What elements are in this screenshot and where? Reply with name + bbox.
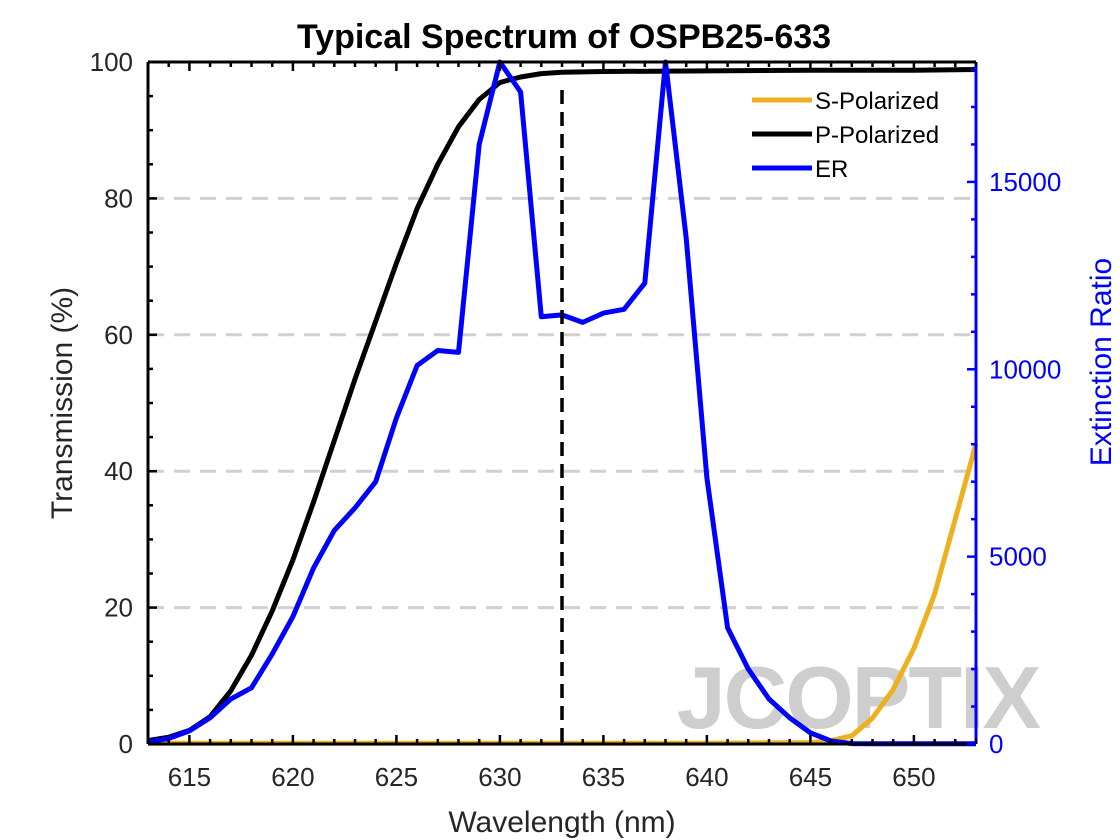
y-right-tick-label: 10000 — [989, 354, 1061, 384]
y-axis-right-label: Extinction Ratio — [1085, 258, 1118, 466]
y-axis-left-label: Transmission (%) — [46, 287, 79, 519]
legend-label: ER — [815, 156, 848, 183]
x-tick-label: 625 — [375, 762, 418, 792]
x-tick-labels: 615 620 625 630 635 640 645 650 — [168, 762, 936, 792]
y-right-tick-label: 15000 — [989, 167, 1061, 197]
axes — [146, 60, 978, 746]
y-right-tick-label: 5000 — [989, 542, 1047, 572]
x-tick-label: 635 — [582, 762, 625, 792]
legend: S-Polarized P-Polarized ER — [752, 88, 939, 183]
y-left-tick-labels: 0 20 40 60 80 100 — [90, 47, 133, 759]
series-line-p-polarized — [147, 67, 977, 744]
legend-label: P-Polarized — [815, 122, 939, 149]
x-axis-label: Wavelength (nm) — [448, 806, 675, 839]
y-left-tick-label: 100 — [90, 47, 133, 77]
series-line-er — [147, 59, 976, 747]
x-tick-label: 615 — [168, 762, 211, 792]
y-left-tick-label: 40 — [104, 456, 133, 486]
legend-label: S-Polarized — [815, 88, 939, 115]
grid-lines — [148, 196, 976, 610]
y-right-tick-label: 0 — [989, 729, 1003, 759]
x-tick-label: 650 — [892, 762, 935, 792]
x-tick-label: 645 — [789, 762, 832, 792]
x-tick-label: 640 — [685, 762, 728, 792]
x-tick-label: 630 — [478, 762, 521, 792]
y-left-tick-label: 20 — [104, 593, 133, 623]
chart-title: Typical Spectrum of OSPB25-633 — [297, 18, 831, 56]
y-left-tick-label: 0 — [119, 729, 133, 759]
y-left-tick-label: 60 — [104, 320, 133, 350]
y-right-tick-labels: 0 5000 10000 15000 — [989, 167, 1061, 759]
y-left-tick-label: 80 — [104, 183, 133, 213]
x-tick-label: 620 — [271, 762, 314, 792]
